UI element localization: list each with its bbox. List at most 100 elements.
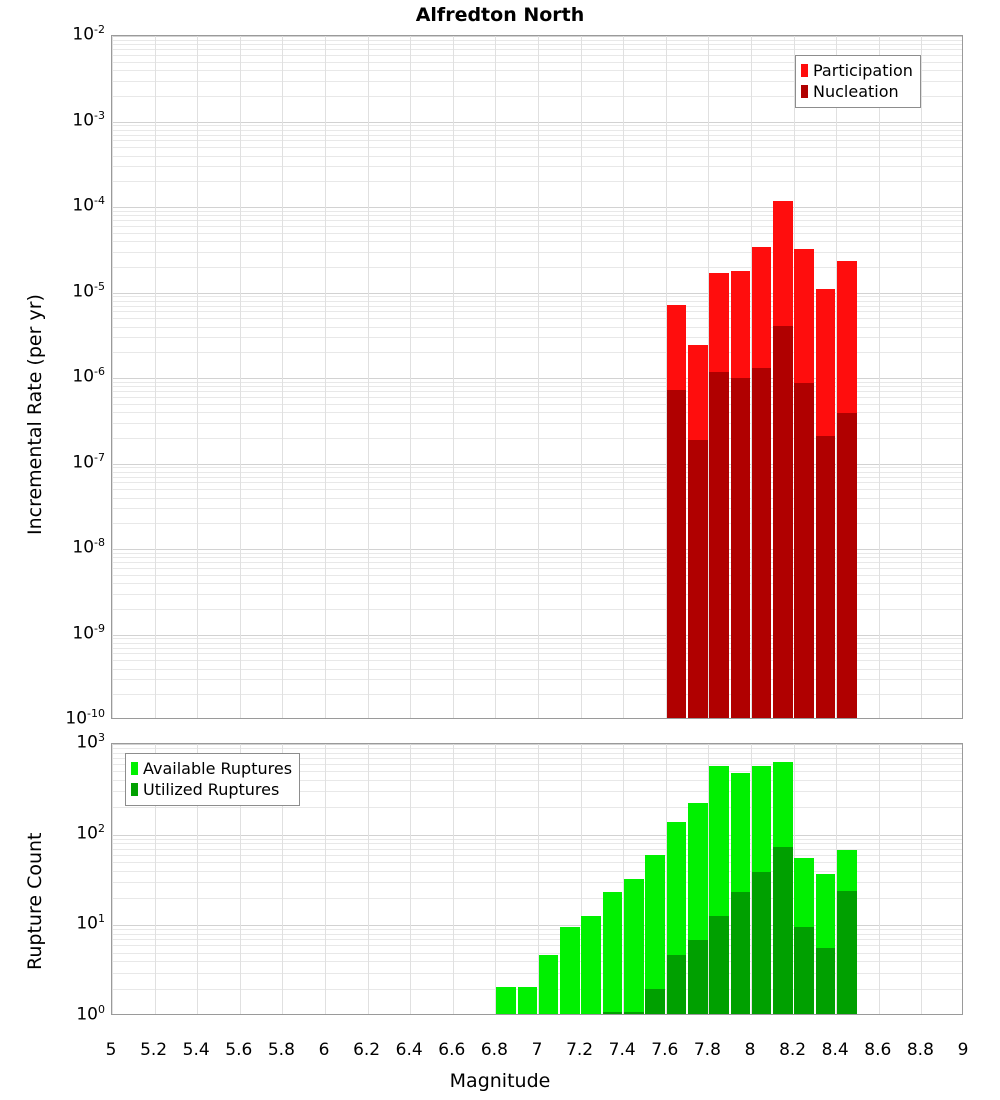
x-tick: 6.4 — [395, 1040, 423, 1060]
gridline-horizontal — [112, 311, 962, 313]
x-tick: 8.4 — [821, 1040, 849, 1060]
utilized-ruptures-bar — [624, 1012, 644, 1014]
gridline-horizontal — [112, 660, 962, 662]
gridline-horizontal — [112, 549, 962, 550]
available-ruptures-bar — [517, 986, 538, 1014]
gridline-horizontal — [112, 752, 962, 754]
gridline-horizontal — [112, 848, 962, 850]
count-y-tick: 102 — [76, 821, 105, 844]
gridline-horizontal — [112, 791, 962, 793]
gridline-horizontal — [112, 129, 962, 131]
gridline-vertical — [708, 744, 709, 1014]
nucleation-bar — [751, 367, 772, 718]
gridline-horizontal — [112, 467, 962, 469]
gridline-horizontal — [112, 121, 962, 123]
gridline-horizontal — [112, 925, 962, 927]
gridline-horizontal — [112, 744, 962, 745]
utilized-ruptures-bar — [773, 846, 793, 1014]
legend-label: Nucleation — [813, 81, 899, 101]
gridline-horizontal — [112, 939, 962, 941]
x-tick: 6.2 — [353, 1040, 381, 1060]
gridline-horizontal — [112, 155, 962, 157]
gridline-vertical — [453, 36, 454, 718]
gridline-horizontal — [112, 898, 962, 900]
x-tick: 7.2 — [566, 1040, 594, 1060]
legend-label: Participation — [813, 60, 913, 80]
gridline-horizontal — [112, 562, 962, 564]
gridline-vertical — [495, 36, 496, 718]
gridline-horizontal — [112, 489, 962, 491]
x-tick: 5 — [105, 1040, 117, 1060]
utilized-ruptures-bar — [730, 892, 751, 1014]
gridline-horizontal — [112, 476, 962, 478]
gridline-horizontal — [112, 49, 962, 51]
legend-swatch-icon — [801, 64, 808, 77]
gridline-horizontal — [112, 61, 962, 63]
gridline-vertical — [921, 36, 922, 718]
gridline-horizontal — [112, 608, 962, 610]
rate-y-tick: 10-7 — [72, 450, 105, 473]
gridline-horizontal — [112, 861, 962, 863]
gridline-horizontal — [112, 807, 962, 809]
rate-y-tick: 10-8 — [72, 536, 105, 558]
gridline-vertical — [325, 36, 326, 718]
bottom-y-axis-label: Rupture Count — [24, 832, 46, 971]
count-y-tick: 101 — [76, 912, 105, 934]
gridline-vertical — [368, 36, 369, 718]
gridline-horizontal — [112, 305, 962, 307]
nucleation-bar — [730, 377, 751, 718]
gridline-vertical — [282, 744, 283, 1014]
gridline-horizontal — [112, 748, 962, 750]
gridline-horizontal — [112, 207, 962, 208]
gridline-vertical — [240, 744, 241, 1014]
gridline-horizontal — [112, 296, 962, 298]
gridline-horizontal — [112, 326, 962, 328]
rate-y-tick: 10-2 — [72, 23, 105, 45]
available-ruptures-bar — [581, 916, 602, 1014]
gridline-horizontal — [112, 771, 962, 773]
gridline-horizontal — [112, 241, 962, 243]
x-tick: 8 — [744, 1040, 756, 1060]
utilized-ruptures-bar — [666, 954, 687, 1014]
utilized-ruptures-bar — [709, 916, 729, 1014]
gridline-horizontal — [112, 215, 962, 217]
legend-label: Available Ruptures — [143, 758, 293, 778]
gridline-horizontal — [112, 882, 962, 884]
gridline-horizontal — [112, 934, 962, 936]
x-tick: 8.6 — [864, 1040, 892, 1060]
gridline-horizontal — [112, 318, 962, 320]
gridline-horizontal — [112, 337, 962, 339]
x-tick: 8.2 — [779, 1040, 807, 1060]
gridline-vertical — [112, 36, 113, 718]
top-y-axis-label: Incremental Rate (per yr) — [24, 294, 46, 535]
gridline-horizontal — [112, 471, 962, 473]
gridline-vertical — [921, 744, 922, 1014]
gridline-horizontal — [112, 140, 962, 142]
gridline-horizontal — [112, 764, 962, 766]
gridline-vertical — [410, 744, 411, 1014]
gridline-horizontal — [112, 292, 962, 294]
legend-row: Nucleation — [801, 81, 913, 102]
x-tick: 5.6 — [225, 1040, 253, 1060]
gridline-vertical — [282, 36, 283, 718]
gridline-horizontal — [112, 134, 962, 136]
available-ruptures-bar — [602, 892, 623, 1014]
x-tick: 8.8 — [906, 1040, 934, 1060]
gridline-vertical — [581, 36, 582, 718]
utilized-ruptures-bar — [645, 988, 665, 1014]
x-tick: 7 — [531, 1040, 543, 1060]
gridline-vertical — [879, 744, 880, 1014]
gridline-vertical — [623, 744, 624, 1014]
x-tick: 6.8 — [480, 1040, 508, 1060]
nucleation-bar — [666, 390, 687, 718]
gridline-vertical — [453, 744, 454, 1014]
gridline-horizontal — [112, 396, 962, 398]
gridline-vertical — [879, 36, 880, 718]
top-legend: Participation Nucleation — [795, 55, 921, 108]
utilized-ruptures-bar — [837, 890, 857, 1014]
utilized-ruptures-bar — [751, 871, 772, 1014]
gridline-vertical — [836, 744, 837, 1014]
rate-y-tick: 10-6 — [72, 365, 105, 387]
x-axis-label: Magnitude — [449, 1070, 551, 1092]
gridline-horizontal — [112, 952, 962, 954]
